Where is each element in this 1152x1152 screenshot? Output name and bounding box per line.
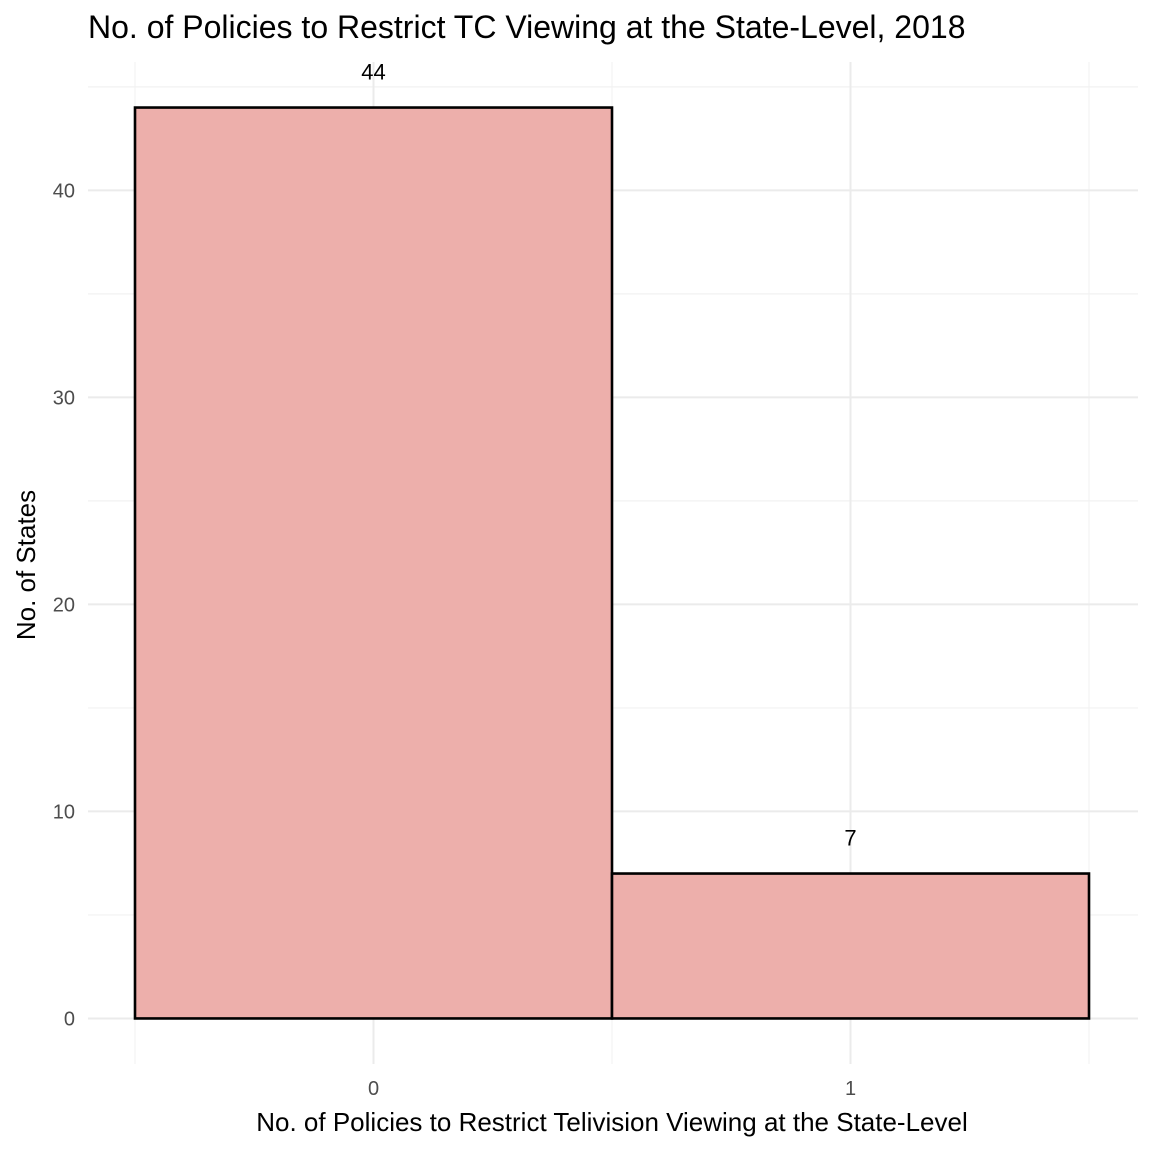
x-tick-label: 1: [845, 1078, 856, 1100]
data-label-1: 7: [844, 826, 856, 851]
y-tick-label: 40: [53, 180, 75, 202]
data-label-0: 44: [361, 60, 385, 85]
bar-1: [610, 872, 1091, 1020]
data-labels: 44 7: [361, 60, 856, 851]
y-tick-label: 30: [53, 387, 75, 409]
bars: [133, 106, 1091, 1020]
chart-title: No. of Policies to Restrict TC Viewing a…: [88, 9, 965, 45]
x-axis-title: No. of Policies to Restrict Telivision V…: [256, 1107, 968, 1137]
y-tick-label: 10: [53, 801, 75, 823]
y-tick-label: 20: [53, 594, 75, 616]
y-axis-title: No. of States: [11, 490, 41, 640]
bar-0: [133, 106, 614, 1020]
y-axis-ticks: 0 10 20 30 40: [53, 180, 75, 1030]
y-tick-label: 0: [64, 1008, 75, 1030]
x-tick-label: 0: [368, 1078, 379, 1100]
